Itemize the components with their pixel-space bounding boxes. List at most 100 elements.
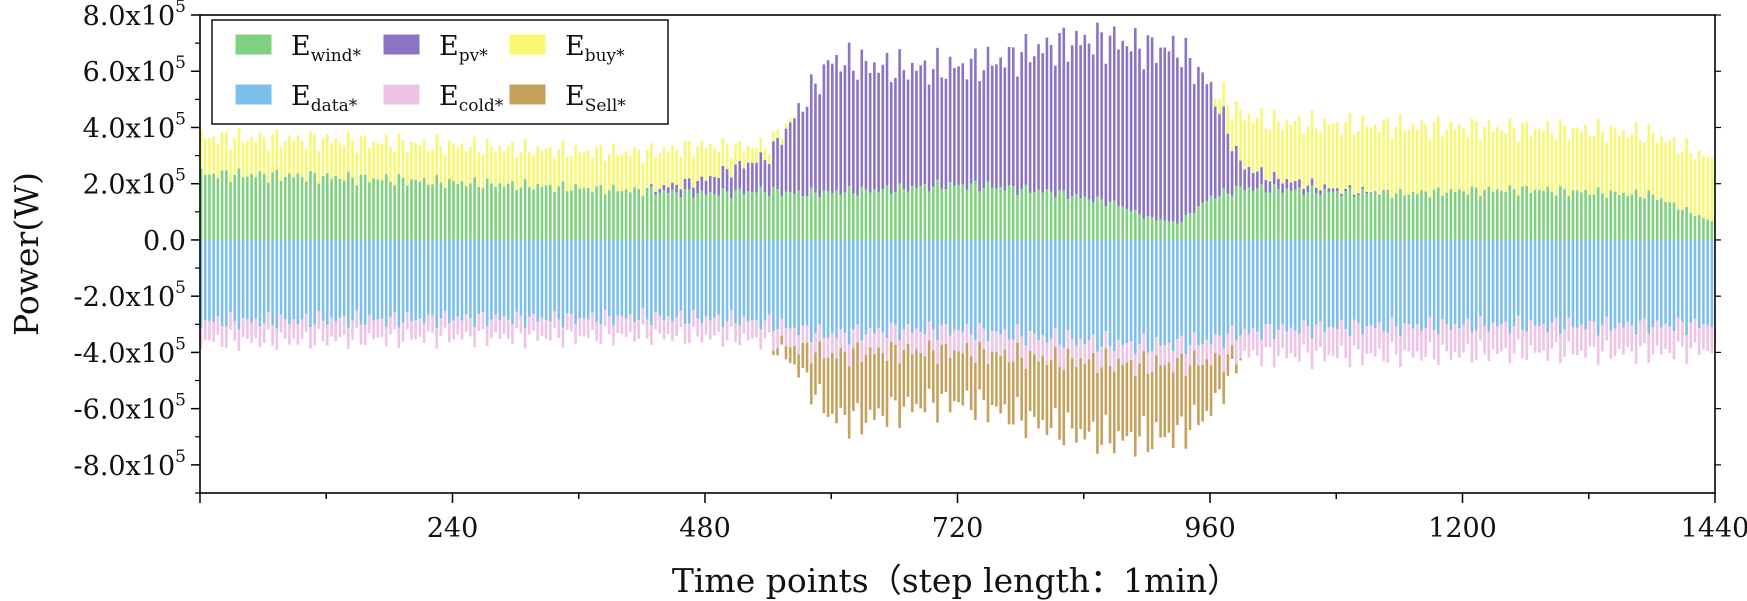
bar-segment — [427, 314, 430, 332]
bar-segment — [1239, 160, 1242, 187]
bar-segment — [831, 193, 834, 240]
bar-segment — [1504, 133, 1507, 193]
bar-segment — [805, 106, 809, 197]
bar-segment — [1306, 326, 1310, 353]
bar-segment — [1584, 329, 1587, 358]
bar-segment — [629, 239, 632, 315]
bar-segment — [1108, 35, 1112, 202]
bar-segment — [1495, 239, 1499, 327]
bar-segment — [1441, 239, 1444, 319]
bar-segment — [330, 178, 333, 240]
bar-segment — [1660, 136, 1663, 199]
bar-segment — [1516, 315, 1520, 340]
bar-segment — [629, 156, 632, 193]
bar-segment — [1142, 239, 1146, 334]
bar-segment — [1508, 333, 1512, 363]
bar-segment — [401, 178, 405, 240]
bar-segment — [389, 146, 392, 182]
bar-segment — [258, 171, 262, 240]
x-axis-title: Time points（step length：1min） — [672, 561, 1240, 600]
bar-segment — [1504, 239, 1507, 322]
bar-segment — [582, 151, 586, 189]
bar-segment — [384, 239, 388, 327]
bar-segment — [220, 326, 224, 348]
bar-segment — [936, 179, 939, 240]
bar-segment — [1298, 333, 1301, 362]
bar-segment — [1689, 153, 1693, 213]
bar-segment — [1020, 239, 1023, 337]
bar-segment — [873, 239, 876, 334]
bar-segment — [734, 239, 737, 324]
bar-segment — [1340, 134, 1343, 194]
bar-segment — [898, 183, 901, 240]
bar-segment — [953, 329, 956, 351]
bar-segment — [464, 186, 468, 240]
bar-segment — [1100, 346, 1103, 368]
bar-segment — [965, 189, 969, 240]
bar-segment — [1516, 239, 1520, 316]
bar-segment — [725, 239, 729, 322]
bar-segment — [1134, 239, 1137, 355]
bar-segment — [1571, 127, 1575, 191]
bar-segment — [910, 239, 914, 333]
bar-segment — [847, 366, 851, 439]
bar-segment — [822, 64, 826, 191]
bar-segment — [334, 321, 338, 342]
bar-segment — [368, 182, 371, 240]
bar-segment — [679, 157, 683, 190]
bar-segment — [730, 310, 733, 327]
bar-segment — [578, 318, 582, 337]
bar-segment — [586, 187, 590, 240]
bar-segment — [666, 187, 670, 193]
bar-segment — [1529, 320, 1533, 346]
bar-segment — [1575, 190, 1579, 240]
bar-segment — [203, 239, 207, 321]
bar-segment — [1163, 239, 1167, 346]
bar-segment — [700, 323, 704, 343]
bar-segment — [1213, 106, 1217, 199]
bar-segment — [502, 239, 506, 317]
bar-segment — [885, 185, 889, 240]
bar-segment — [1361, 334, 1364, 366]
bar-segment — [1256, 117, 1259, 172]
bar-segment — [1138, 363, 1141, 437]
bar-segment — [1171, 239, 1175, 352]
bar-segment — [603, 161, 607, 195]
bar-segment — [932, 239, 935, 330]
bar-segment — [1386, 239, 1390, 333]
bar-segment — [464, 314, 468, 332]
bar-segment — [746, 191, 750, 240]
bar-segment — [1643, 142, 1646, 199]
bar-segment — [237, 128, 241, 169]
bar-segment — [645, 188, 649, 190]
bar-segment — [384, 134, 388, 175]
bar-segment — [414, 320, 417, 340]
bar-segment — [519, 187, 523, 240]
bar-segment — [1609, 190, 1613, 240]
bar-segment — [1697, 239, 1701, 329]
bar-segment — [948, 239, 952, 336]
bar-segment — [969, 356, 973, 411]
bar-segment — [1293, 181, 1297, 190]
bar-segment — [738, 140, 742, 161]
bar-segment — [1075, 345, 1078, 368]
bar-segment — [1352, 239, 1356, 320]
bar-segment — [730, 239, 733, 311]
bar-segment — [1011, 186, 1015, 240]
bar-segment — [1681, 239, 1684, 322]
bar-segment — [809, 74, 813, 188]
bar-segment — [528, 316, 531, 335]
bar-segment — [1617, 322, 1621, 349]
bar-segment — [220, 170, 224, 240]
bar-segment — [1121, 40, 1124, 207]
bar-segment — [1394, 126, 1398, 194]
bar-segment — [528, 151, 531, 188]
bar-segment — [1159, 365, 1162, 438]
bar-segment — [772, 141, 775, 188]
bar-segment — [1357, 193, 1360, 196]
bar-segment — [894, 239, 897, 325]
bar-segment — [1314, 128, 1318, 188]
bar-segment — [1192, 239, 1196, 333]
bar-segment — [275, 239, 279, 329]
bar-segment — [721, 188, 725, 240]
